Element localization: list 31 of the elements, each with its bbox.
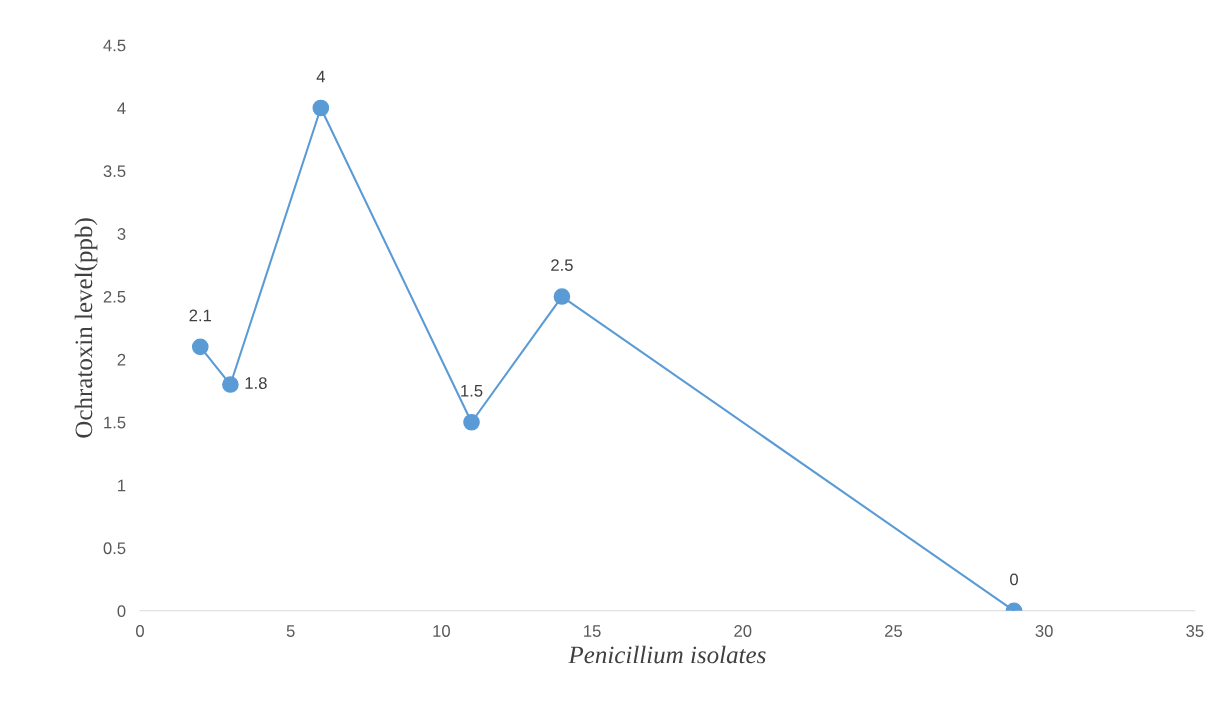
y-tick-label: 2.5 — [103, 290, 126, 303]
y-tick-label: 0 — [117, 605, 126, 617]
data-label: 2.1 — [189, 309, 212, 322]
data-label: 2.5 — [551, 259, 573, 272]
x-tick-label: 35 — [1186, 625, 1204, 637]
point — [312, 99, 330, 117]
data-label: 0 — [1010, 573, 1018, 586]
x-tick-label: 10 — [433, 625, 450, 637]
data-label: 1.8 — [245, 377, 267, 389]
y-tick-label: 4 — [117, 102, 126, 115]
y-tick-label: 4.5 — [103, 39, 126, 52]
data-label: 1.5 — [461, 385, 483, 397]
x-tick-label: 30 — [1035, 625, 1053, 637]
y-tick-label: 1 — [118, 479, 126, 492]
x-axis-title: Penicillium isolates — [568, 645, 766, 664]
y-tick-label: 3.5 — [103, 165, 126, 178]
y-tick-label: 2 — [117, 353, 126, 366]
x-tick-label: 5 — [286, 625, 295, 637]
y-tick-label: 0.5 — [103, 542, 126, 555]
y-tick-label: 1.5 — [104, 416, 126, 429]
x-tick-label: 0 — [136, 625, 144, 637]
x-tick-label: 15 — [584, 625, 601, 637]
point — [553, 288, 571, 305]
y-axis-title: Ochratoxin level(ppb) — [74, 218, 98, 438]
point — [191, 338, 209, 356]
x-tick-label: 25 — [885, 625, 903, 637]
x-tick-label: 20 — [734, 625, 752, 637]
point — [463, 413, 480, 431]
data-label: 4 — [316, 70, 325, 83]
y-tick-label: 3 — [117, 228, 126, 240]
point — [222, 376, 239, 393]
